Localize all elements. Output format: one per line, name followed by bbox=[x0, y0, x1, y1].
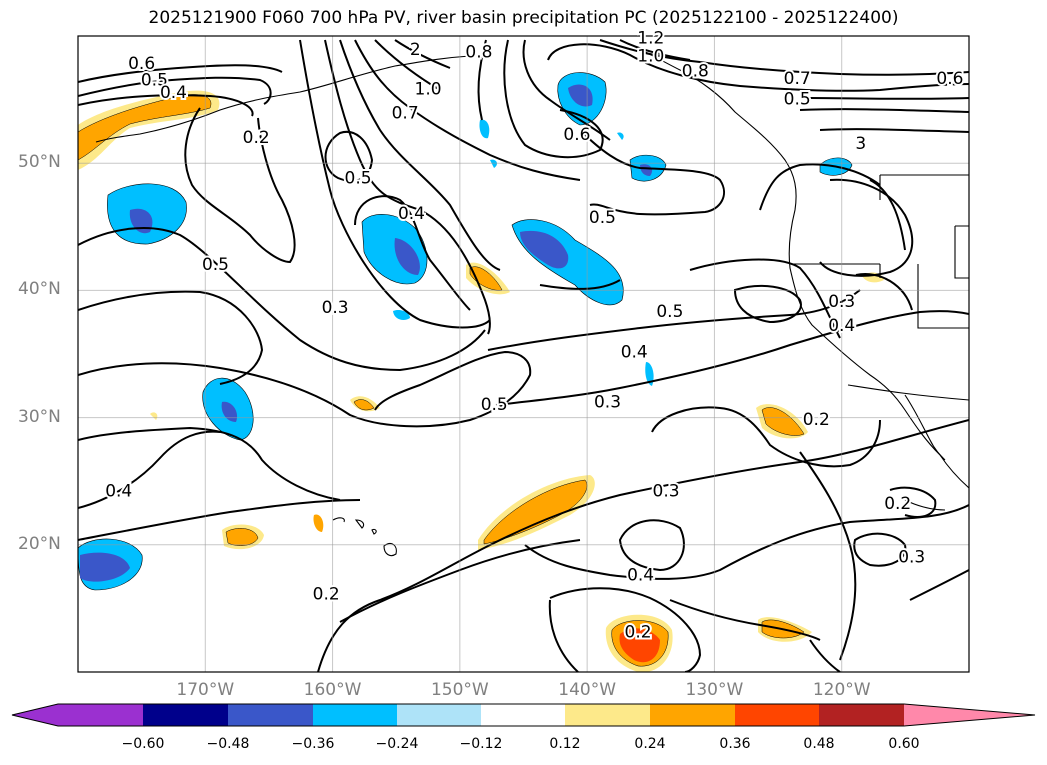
contour-value-label: 1.0 bbox=[415, 79, 442, 99]
colorbar-segment bbox=[397, 704, 481, 726]
contour-value-label: 0.8 bbox=[682, 62, 709, 82]
contour-value-label: 0.7 bbox=[784, 69, 811, 89]
contour-value-label: 0.3 bbox=[322, 298, 349, 318]
latitude-label: 40°N bbox=[18, 279, 61, 300]
colorbar-tick-label: −0.12 bbox=[459, 736, 503, 752]
latitude-label: 30°N bbox=[18, 406, 61, 427]
contour-value-label: 0.5 bbox=[589, 208, 616, 228]
colorbar-tick-label: −0.24 bbox=[375, 736, 419, 752]
contour-value-label: 0.3 bbox=[653, 481, 680, 501]
contour-value-label: 0.2 bbox=[313, 584, 340, 604]
colorbar-segment bbox=[735, 704, 819, 726]
contour-value-label: 0.3 bbox=[898, 548, 925, 568]
contour-value-label: 3 bbox=[855, 134, 866, 154]
longitude-label: 150°W bbox=[430, 680, 489, 700]
contour-value-label: 0.6 bbox=[563, 125, 590, 145]
colorbar-outline bbox=[11, 703, 1036, 727]
colorbar-segment bbox=[481, 704, 565, 726]
contour-label-layer: 0.60.50.40.22 0.81.00.71.21.00.8 0.7 0.60.5… bbox=[103, 27, 965, 645]
contour-value-label: 0.2 bbox=[625, 623, 652, 643]
colorbar-segment bbox=[565, 704, 650, 726]
colorbar-extend-min bbox=[12, 704, 58, 726]
contour-value-label: 0.2 bbox=[803, 410, 830, 430]
colorbar-tick-label: 0.48 bbox=[803, 736, 835, 752]
colorbar-segment bbox=[650, 704, 735, 726]
longitude-label: 160°W bbox=[303, 680, 362, 700]
colorbar-tick-label: −0.36 bbox=[291, 736, 335, 752]
contour-value-label: 0.2 bbox=[884, 494, 911, 514]
colorbar-tick-label: −0.48 bbox=[206, 736, 250, 752]
longitude-label: 140°W bbox=[558, 680, 617, 700]
map-title: 2025121900 F060 700 hPa PV, river basin … bbox=[148, 8, 899, 28]
contour-value-label: 0.7 bbox=[392, 104, 419, 124]
precip-anomaly-shading bbox=[78, 72, 884, 672]
latitude-label: 20°N bbox=[18, 533, 61, 554]
colorbar-segment bbox=[58, 704, 143, 726]
latitude-label: 50°N bbox=[18, 152, 61, 173]
colorbar-segment bbox=[228, 704, 313, 726]
colorbar-segment bbox=[313, 704, 397, 726]
contour-value-label: 0.4 bbox=[627, 565, 654, 585]
contour-value-label: 0.5 bbox=[202, 255, 229, 275]
contour-value-label: 0.5 bbox=[656, 302, 683, 322]
contour-value-label: 0.8 bbox=[465, 43, 492, 63]
longitude-label: 170°W bbox=[176, 680, 235, 700]
colorbar-tick-label: 0.12 bbox=[549, 736, 581, 752]
colorbar-tick-label: 0.24 bbox=[634, 736, 666, 752]
contour-value-label: 0.4 bbox=[828, 316, 855, 336]
map-frame bbox=[77, 35, 970, 673]
contour-value-label: 0.2 bbox=[243, 128, 270, 148]
contour-value-label: 0.3 bbox=[594, 392, 621, 412]
contour-value-label: 0.4 bbox=[621, 343, 648, 363]
contour-value-label: 0.4 bbox=[160, 83, 187, 103]
map-gridlines bbox=[78, 36, 969, 672]
longitude-label: 130°W bbox=[685, 680, 744, 700]
coastlines bbox=[95, 39, 969, 557]
contour-value-label: 0.6 bbox=[936, 69, 963, 89]
contour-value-label: 0.6 bbox=[128, 54, 155, 74]
colorbar-tick-label: −0.60 bbox=[121, 736, 165, 752]
contour-value-label: 0.3 bbox=[828, 292, 855, 312]
contour-value-label: 1.2 bbox=[637, 29, 664, 49]
contour-value-label: 0.5 bbox=[784, 90, 811, 110]
longitude-label: 120°W bbox=[812, 680, 871, 700]
contour-value-label: 0.4 bbox=[105, 481, 132, 501]
contour-value-label: 2 bbox=[410, 40, 421, 60]
contour-value-label: 0.5 bbox=[345, 168, 372, 188]
contour-value-label: 1.0 bbox=[637, 46, 664, 66]
colorbar-tick-label: 0.36 bbox=[719, 736, 751, 752]
colorbar-extend-max bbox=[904, 704, 1035, 726]
contour-value-label: 0.5 bbox=[141, 71, 168, 91]
colorbar-segment bbox=[819, 704, 904, 726]
colorbar-tick-label: 0.60 bbox=[888, 736, 920, 752]
colorbar-segment bbox=[143, 704, 228, 726]
contour-value-label: 0.5 bbox=[481, 395, 508, 415]
contour-value-label: 0.4 bbox=[398, 204, 425, 224]
